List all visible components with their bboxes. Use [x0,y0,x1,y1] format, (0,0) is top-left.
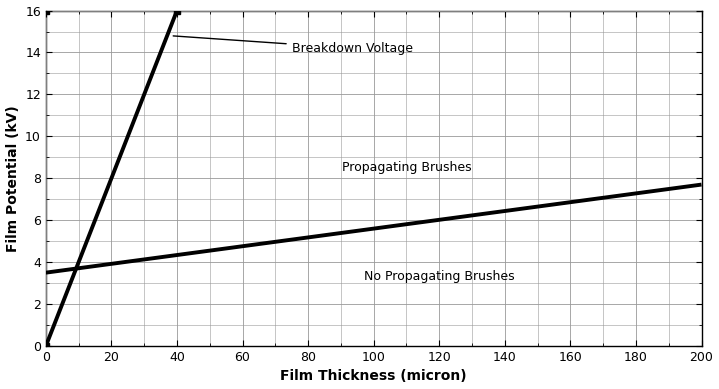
Text: Breakdown Voltage: Breakdown Voltage [173,36,413,55]
X-axis label: Film Thickness (micron): Film Thickness (micron) [280,370,467,384]
Text: Propagating Brushes: Propagating Brushes [342,161,471,174]
Y-axis label: Film Potential (kV): Film Potential (kV) [6,105,19,252]
Text: No Propagating Brushes: No Propagating Brushes [364,270,515,283]
